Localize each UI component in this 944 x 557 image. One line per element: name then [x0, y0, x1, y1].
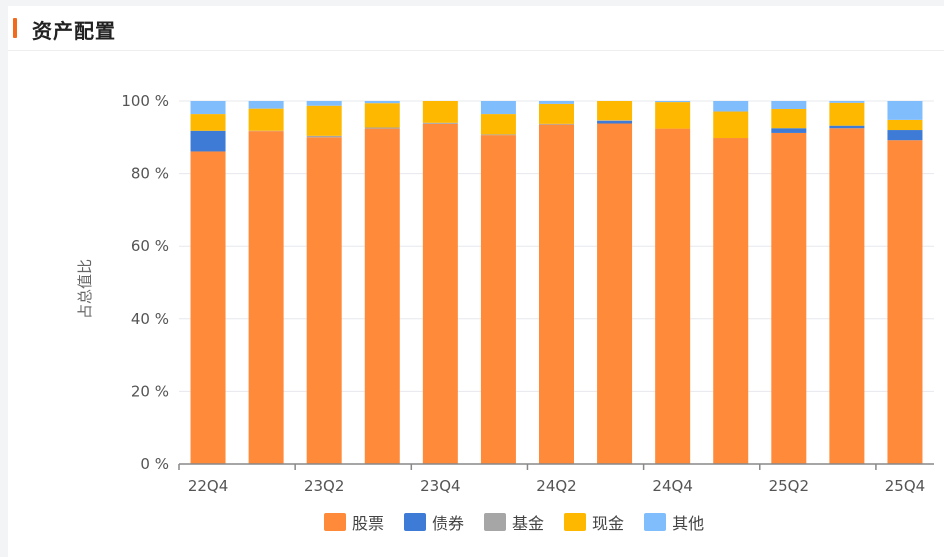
legend-item[interactable]: 基金	[484, 510, 544, 534]
bar-segment	[480, 135, 516, 464]
legend-label: 债券	[432, 514, 465, 533]
bar-segment	[829, 128, 865, 464]
axis-layer: 0 % 20 % 40 % 60 % 80 % 100 % 22Q4 23Q2 23Q4 24Q2…	[121, 92, 934, 495]
bar-segment	[306, 137, 342, 465]
bar-segment	[190, 114, 226, 131]
legend-label: 基金	[512, 514, 545, 533]
bar-segment	[597, 120, 633, 121]
bar-segment	[713, 111, 749, 139]
bar-segment	[248, 131, 284, 464]
bar-segment	[190, 101, 226, 115]
bar-segment	[655, 101, 691, 103]
bar-segment	[364, 101, 400, 104]
legend-item[interactable]: 债券	[404, 510, 464, 534]
bar-segment	[306, 135, 342, 138]
y-tick-label: 0 %	[140, 455, 169, 473]
bar-segment	[422, 122, 458, 124]
x-tick-label: 24Q4	[652, 477, 692, 495]
legend-swatch	[404, 513, 427, 531]
bar-segment	[364, 128, 400, 464]
bar-segment	[190, 130, 226, 152]
asset-allocation-card: 资产配置 0 % 20 % 40 % 60 % 80 % 100 % 22Q4 23Q2 23Q…	[8, 6, 944, 557]
bar-segment	[597, 120, 633, 124]
x-tick-label: 25Q4	[885, 477, 925, 495]
legend-swatch	[324, 513, 346, 531]
bar-segment	[306, 101, 342, 106]
bar-segment	[480, 134, 516, 136]
bar-segment	[364, 103, 400, 128]
legend-item[interactable]: 其他	[644, 510, 704, 534]
y-tick-label: 40 %	[131, 310, 169, 328]
bar-segment	[190, 151, 226, 464]
x-tick-label: 22Q4	[188, 477, 228, 495]
legend-label: 股票	[352, 514, 385, 533]
bar-segment	[248, 101, 284, 109]
x-tick-label: 24Q2	[536, 477, 576, 495]
bar-segment	[539, 103, 574, 124]
bars-layer	[190, 101, 923, 465]
bar-segment	[597, 101, 633, 121]
bar-segment	[887, 140, 923, 465]
y-tick-label: 80 %	[131, 165, 169, 183]
bar-segment	[364, 127, 400, 129]
bar-segment	[480, 114, 516, 135]
legend-item[interactable]: 股票	[324, 510, 384, 534]
bar-segment	[655, 102, 691, 129]
x-tick-label: 25Q2	[769, 477, 809, 495]
bar-segment	[306, 105, 342, 136]
x-tick-label: 23Q2	[304, 477, 344, 495]
bar-segment	[829, 102, 865, 126]
bar-segment	[887, 130, 923, 141]
bar-segment	[422, 123, 458, 464]
bar-segment	[713, 101, 749, 112]
bar-segment	[422, 101, 458, 123]
title-accent-bar	[13, 18, 17, 38]
bar-segment	[771, 108, 807, 129]
card-title: 资产配置	[32, 19, 116, 43]
card-header: 资产配置	[8, 6, 944, 51]
bar-segment	[713, 138, 749, 464]
legend-swatch	[564, 513, 587, 531]
bar-segment	[771, 101, 807, 109]
x-tick-label: 23Q4	[420, 477, 460, 495]
bar-segment	[539, 123, 574, 125]
bar-segment	[887, 101, 923, 120]
bar-segment	[771, 128, 807, 133]
bar-segment	[480, 101, 516, 115]
chart-legend: 股票 债券 基金 现金 其他	[324, 511, 704, 533]
bar-segment	[829, 101, 865, 103]
bar-segment	[597, 123, 633, 465]
y-axis-label: 占总值比	[76, 259, 94, 319]
bar-segment	[829, 125, 865, 129]
legend-label: 现金	[592, 514, 625, 533]
bar-segment	[539, 101, 574, 104]
legend-label: 其他	[672, 514, 705, 533]
bar-segment	[655, 128, 691, 464]
legend-swatch	[644, 513, 667, 531]
y-tick-label: 20 %	[131, 382, 169, 400]
bar-segment	[539, 124, 574, 464]
stacked-bar-chart: 0 % 20 % 40 % 60 % 80 % 100 % 22Q4 23Q2 23Q4 24Q2…	[76, 92, 934, 495]
y-tick-label: 100 %	[121, 92, 169, 110]
bar-segment	[771, 132, 807, 464]
legend-item[interactable]: 现金	[564, 510, 624, 534]
y-tick-label: 60 %	[131, 237, 169, 255]
bar-segment	[887, 119, 923, 131]
legend-swatch	[484, 513, 507, 531]
bar-segment	[248, 108, 284, 131]
